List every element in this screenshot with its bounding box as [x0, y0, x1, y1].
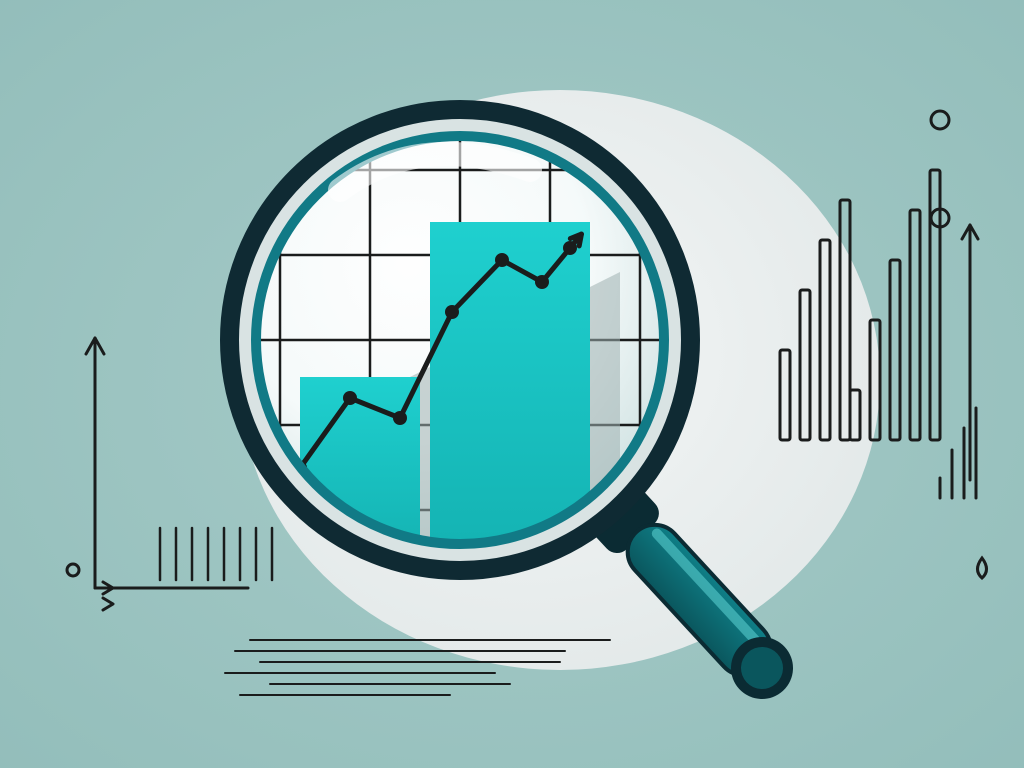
- trend-marker-3: [445, 305, 459, 319]
- bar-1: [430, 222, 590, 552]
- trend-marker-5: [535, 275, 549, 289]
- trend-marker-4: [495, 253, 509, 267]
- analytics-infographic: [0, 0, 1024, 768]
- trend-marker-1: [343, 391, 357, 405]
- trend-marker-2: [393, 411, 407, 425]
